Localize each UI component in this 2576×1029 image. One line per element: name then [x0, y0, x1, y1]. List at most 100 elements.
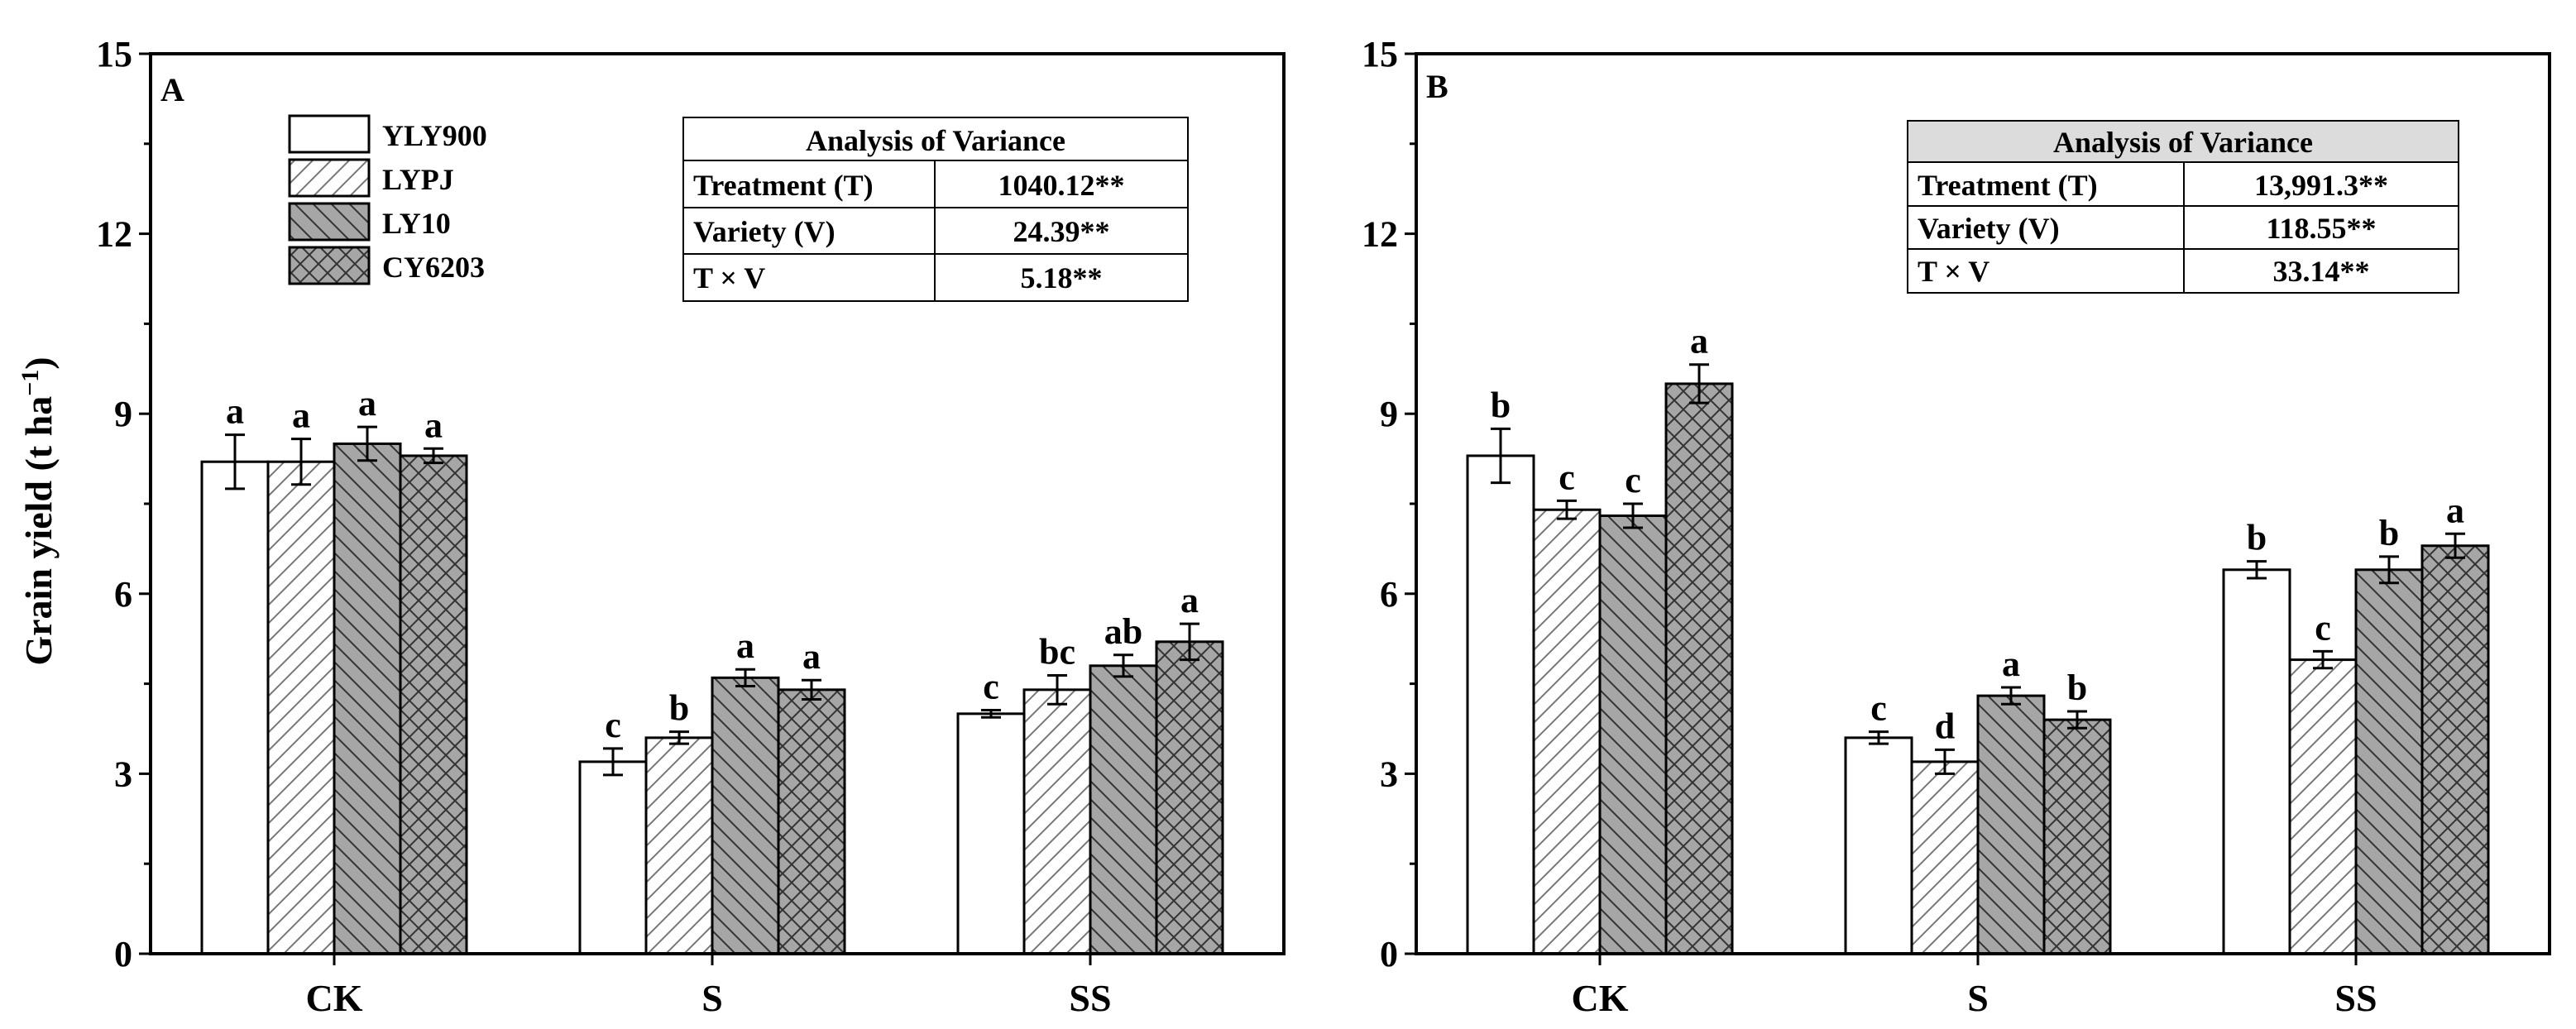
anova-a-row-value: 24.39**: [1013, 215, 1110, 248]
bar-yly900-ss: [2222, 568, 2291, 955]
y-axis-label: Grain yield (t ha−1): [17, 357, 60, 665]
sig-letter-ly10-ck: c: [1625, 460, 1641, 500]
anova-table-b: Analysis of Variance Treatment (T) 13,99…: [1907, 120, 2459, 294]
anova-b-row-value: 13,991.3**: [2254, 169, 2388, 202]
bar-lypj-s: [1910, 760, 1980, 955]
y-tick-label: 0: [1380, 934, 1398, 974]
x-category-label-ck: CK: [1572, 977, 1629, 1019]
sig-letter-cy6203-ck: a: [1690, 321, 1708, 361]
sig-letter-lypj-ss: c: [2315, 607, 2331, 648]
anova-a-row-value: 1040.12**: [998, 169, 1125, 202]
panel-a-error-bars: [225, 425, 1199, 777]
bar-ly10-s: [1976, 694, 2046, 955]
x-category-label-s: S: [701, 977, 723, 1019]
anova-a-row-label: T × V: [693, 261, 765, 294]
y-tick-label: 0: [114, 934, 132, 974]
sig-letter-yly900-s: c: [605, 705, 621, 745]
bar-cy6203-ck: [399, 454, 468, 955]
x-category-label-ss: SS: [2334, 977, 2377, 1019]
bar-cy6203-s: [777, 688, 846, 955]
legend-label-ly10: LY10: [382, 207, 451, 240]
anova-a-row-label: Variety (V): [693, 215, 836, 248]
legend-swatch-yly900: [288, 114, 371, 154]
anova-b-row-label: Treatment (T): [1918, 169, 2098, 202]
anova-a-row-value: 5.18**: [1021, 261, 1103, 294]
y-tick-label: 3: [114, 754, 132, 794]
bar-lypj-ss: [1022, 688, 1092, 955]
bar-yly900-s: [1844, 736, 1913, 955]
y-tick-label: 12: [96, 214, 132, 255]
anova-a-title: Analysis of Variance: [806, 124, 1065, 157]
y-tick-label: 6: [114, 574, 132, 615]
panel-b-significance-letters: b c c a c d a b b c b a: [1491, 321, 2464, 747]
sig-letter-lypj-s: d: [1935, 706, 1955, 746]
panel-b-x-ticks: CK S SS: [1572, 954, 2377, 1019]
anova-b-row-value: 118.55**: [2266, 212, 2376, 245]
bar-lypj-ck: [1532, 508, 1602, 955]
legend-swatch-ly10: [288, 202, 371, 242]
bar-cy6203-ss: [1155, 640, 1224, 955]
sig-letter-yly900-ss: c: [983, 667, 999, 707]
panel-b-y-ticks: 0 3 6 9 12 15: [1362, 34, 1416, 974]
x-category-label-ck: CK: [306, 977, 363, 1019]
sig-letter-lypj-ck: c: [1559, 457, 1575, 497]
sig-letter-ly10-ss: b: [2379, 513, 2399, 553]
bar-lypj-ss: [2288, 658, 2358, 955]
sig-letter-ly10-ck: a: [358, 383, 376, 424]
bar-yly900-ss: [956, 712, 1026, 955]
sig-letter-lypj-s: b: [669, 688, 689, 729]
bar-cy6203-ss: [2420, 544, 2490, 955]
legend-swatch-cy6203: [288, 246, 371, 285]
anova-b-row-label: Variety (V): [1918, 212, 2060, 245]
bar-lypj-s: [644, 736, 714, 955]
bar-ly10-ck: [1598, 514, 1668, 955]
y-tick-label: 15: [1362, 34, 1398, 74]
panel-a-label: A: [160, 71, 184, 108]
sig-letter-ly10-ss: ab: [1104, 611, 1142, 652]
legend-label-lypj: LYPJ: [382, 163, 454, 196]
y-tick-label: 9: [1380, 394, 1398, 434]
legend-swatch-lypj: [288, 158, 371, 198]
y-tick-label: 3: [1380, 754, 1398, 794]
panel-a-bars: [200, 442, 1224, 955]
anova-b-row-label: T × V: [1918, 255, 1989, 288]
x-category-label-s: S: [1967, 977, 1989, 1019]
bar-cy6203-s: [2042, 718, 2112, 955]
sig-letter-lypj-ss: bc: [1039, 631, 1075, 672]
bar-ly10-ss: [2354, 568, 2424, 955]
legend: YLY900 LYPJ LY10 CY6203: [288, 114, 487, 285]
sig-letter-cy6203-s: b: [2067, 668, 2087, 708]
sig-letter-cy6203-ss: a: [1180, 580, 1199, 620]
bar-yly900-ck: [1466, 454, 1535, 955]
bar-yly900-ck: [200, 460, 270, 955]
bar-ly10-ck: [333, 442, 402, 955]
anova-a-row-label: Treatment (T): [693, 169, 874, 202]
bar-ly10-s: [711, 676, 780, 955]
sig-letter-lypj-ck: a: [292, 395, 310, 436]
sig-letter-ly10-s: a: [2002, 644, 2020, 684]
anova-b-header-bg: [1907, 120, 2459, 163]
sig-letter-yly900-ck: b: [1491, 385, 1511, 425]
bar-cy6203-ck: [1664, 382, 1734, 955]
legend-label-yly900: YLY900: [382, 119, 487, 152]
y-tick-label: 15: [96, 34, 132, 74]
panel-b-bars: [1466, 382, 2490, 955]
y-tick-label: 9: [114, 394, 132, 434]
y-tick-label: 6: [1380, 574, 1398, 615]
panel-a-x-ticks: CK S SS: [306, 954, 1112, 1019]
anova-b-title: Analysis of Variance: [2053, 126, 2313, 159]
y-tick-label: 12: [1362, 214, 1398, 255]
panel-b-error-bars: [1491, 363, 2465, 775]
sig-letter-yly900-s: c: [1870, 688, 1887, 729]
sig-letter-cy6203-s: a: [802, 636, 821, 677]
sig-letter-cy6203-ck: a: [424, 404, 443, 445]
anova-b-row-value: 33.14**: [2273, 255, 2370, 288]
legend-label-cy6203: CY6203: [382, 251, 485, 284]
panel-b-label: B: [1426, 68, 1448, 105]
sig-letter-yly900-ss: b: [2247, 518, 2267, 558]
bar-ly10-ss: [1089, 664, 1158, 955]
